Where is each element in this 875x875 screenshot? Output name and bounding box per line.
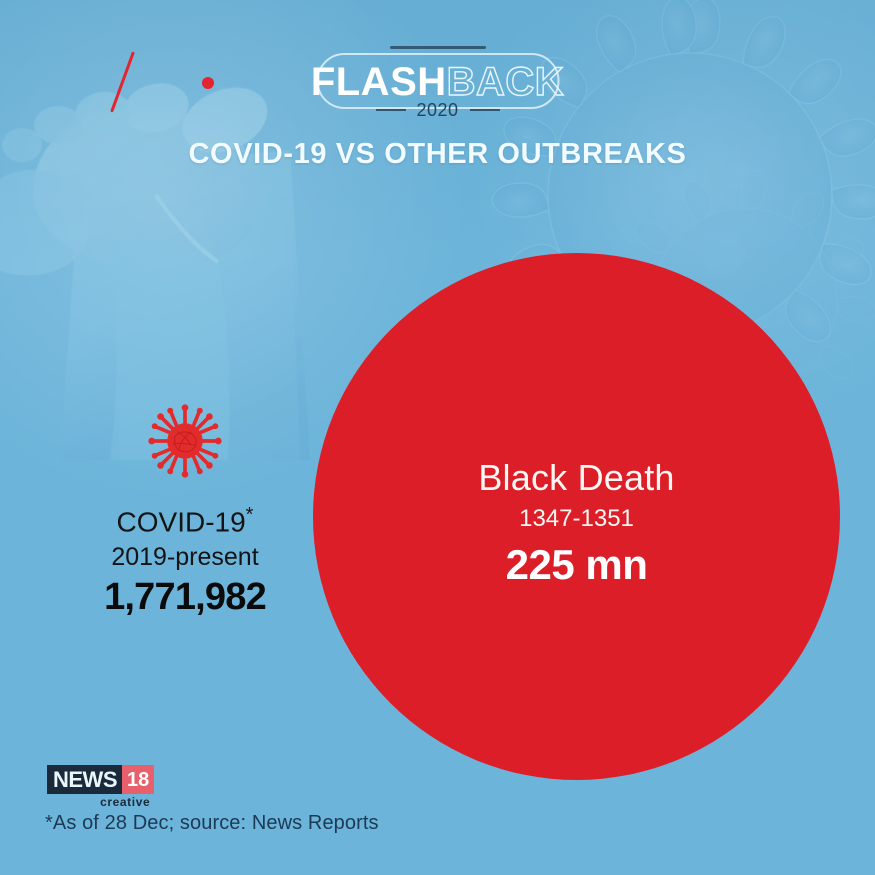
wordmark-back-text: BACK	[446, 60, 565, 104]
flashback-logo-frame	[316, 53, 559, 109]
covid-name-asterisk: *	[245, 504, 254, 526]
news18-creative-logo[interactable]: NEWS 18 creative	[47, 765, 155, 809]
news18-news-text: NEWS	[47, 765, 122, 794]
covid-stat-name: COVID-19*	[60, 504, 310, 538]
source-footnote: *As of 28 Dec; source: News Reports	[45, 812, 379, 834]
flashback-wordmark: FLASH BACK	[308, 60, 568, 104]
news18-creative-subtext: creative	[100, 795, 151, 809]
bubble-outbreak-deaths: 225 mn	[505, 540, 648, 588]
logo-red-dot-icon	[202, 77, 214, 89]
wordmark-flash-text: FLASH	[310, 60, 447, 104]
coronavirus-icon	[148, 404, 222, 478]
news18-number-badge: 18	[122, 765, 155, 794]
logo-year-label: 2020	[416, 100, 459, 120]
news18-logo-row: NEWS 18	[47, 765, 155, 794]
year-dash-left-icon	[375, 109, 406, 111]
year-dash-right-icon	[469, 109, 500, 111]
header-divider-rule	[389, 46, 486, 49]
covid-stat-deaths: 1,771,982	[104, 575, 267, 618]
logo-year-row: 2020	[375, 100, 500, 120]
logo-red-slash-icon	[110, 51, 135, 113]
bubble-black-death-labels: Black Death 1347-1351 225 mn	[313, 458, 840, 588]
page-title: COVID-19 VS OTHER OUTBREAKS	[188, 138, 687, 170]
bubble-outbreak-name: Black Death	[478, 457, 675, 498]
covid-stat-block: COVID-19* 2019-present 1,771,982	[60, 404, 310, 619]
covid-stat-period: 2019-present	[111, 543, 259, 572]
covid-name-text: COVID-19	[116, 506, 246, 538]
bubble-black-death: Black Death 1347-1351 225 mn	[313, 253, 840, 780]
bubble-outbreak-period: 1347-1351	[519, 504, 634, 532]
